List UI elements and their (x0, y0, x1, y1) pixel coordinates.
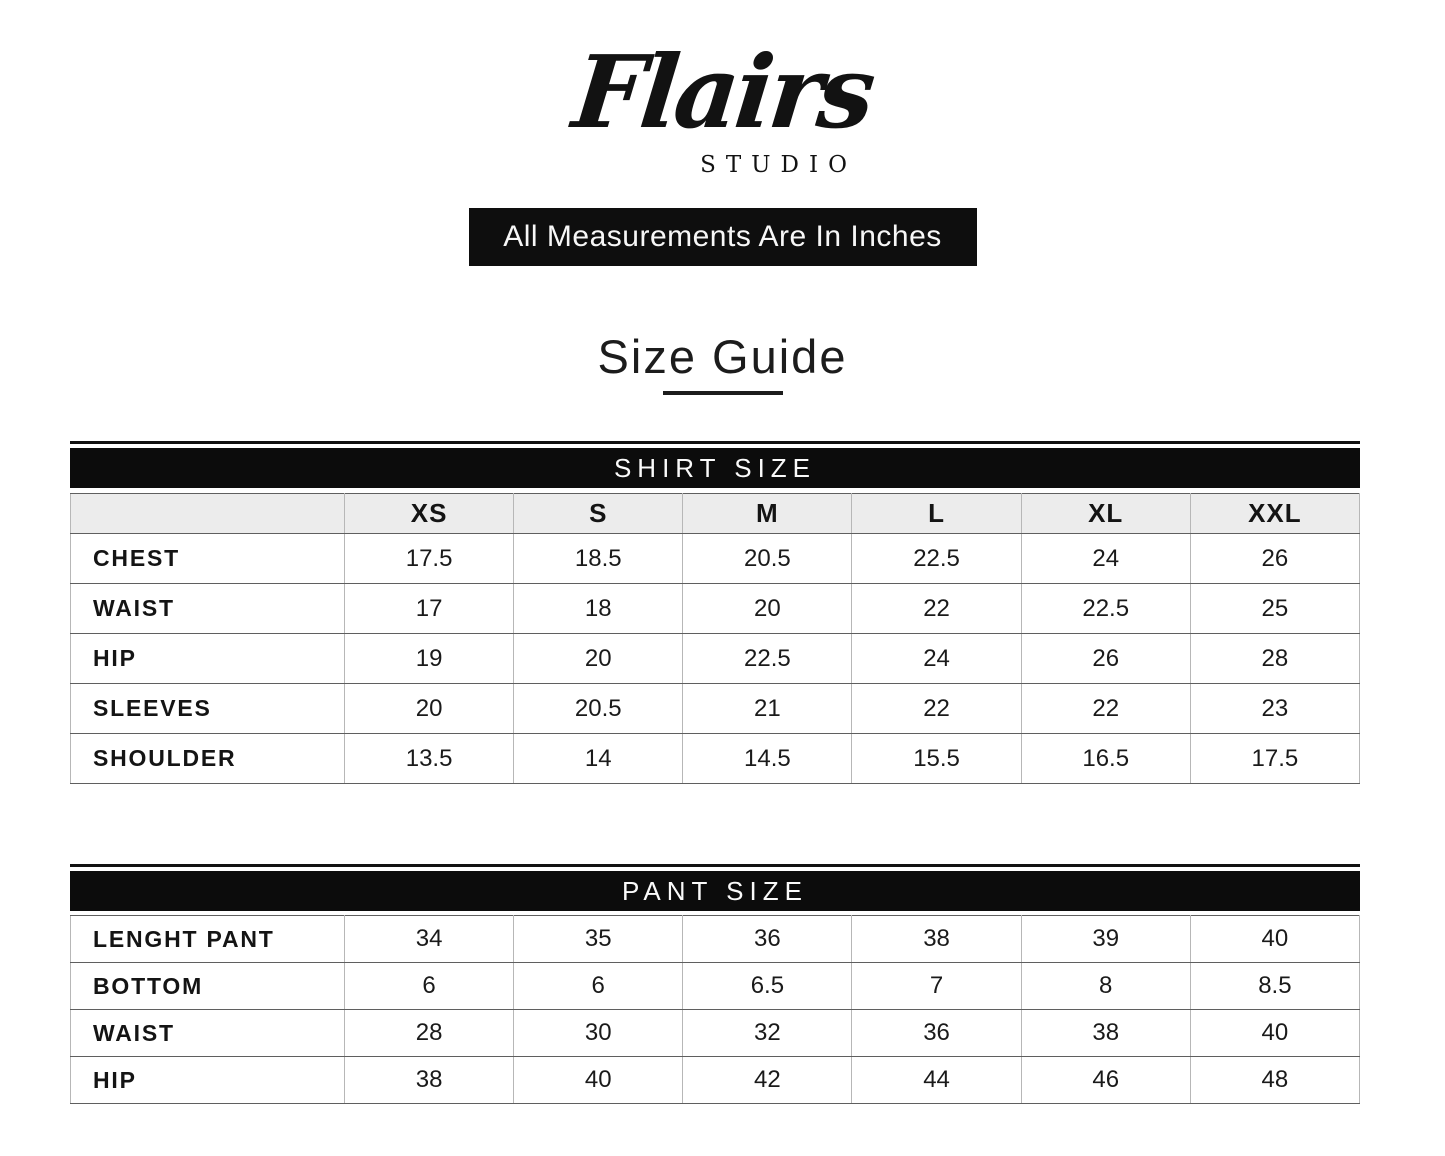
cell-value: 18.5 (513, 533, 684, 584)
cell-value: 40 (1189, 915, 1361, 963)
table-row: LENGHT PANT 34 35 36 38 39 40 (70, 915, 1361, 963)
cell-value: 40 (513, 1056, 684, 1104)
cell-value: 8.5 (1189, 962, 1361, 1010)
cell-value: 20 (513, 633, 684, 684)
row-label: WAIST (70, 583, 345, 634)
pant-size-table: LENGHT PANT 34 35 36 38 39 40 BOTTOM 6 6 6.5 7 8 8.5 W… (70, 915, 1361, 1104)
row-label: BOTTOM (70, 962, 345, 1010)
cell-value: 20 (343, 683, 515, 734)
cell-value: 35 (513, 915, 684, 963)
row-label: WAIST (70, 1009, 345, 1057)
cell-value: 38 (343, 1056, 515, 1104)
cell-value: 23 (1189, 683, 1361, 734)
cell-value: 32 (682, 1009, 853, 1057)
cell-value: 6 (343, 962, 515, 1010)
cell-value: 42 (682, 1056, 853, 1104)
brand-logo-subtitle: STUDIO (700, 152, 857, 178)
cell-value: 17.5 (1189, 733, 1361, 784)
cell-value: 20.5 (682, 533, 853, 584)
column-header: M (682, 493, 853, 534)
column-header: XS (343, 493, 515, 534)
table-row: CHEST 17.5 18.5 20.5 22.5 24 26 (70, 533, 1361, 584)
row-label: HIP (70, 1056, 345, 1104)
shirt-size-column-header-row: XS S M L XL XXL (70, 493, 1361, 534)
cell-value: 15.5 (851, 733, 1022, 784)
shirt-section-rule (70, 441, 1360, 444)
column-header: S (513, 493, 684, 534)
shirt-size-header-bar: SHIRT SIZE (70, 448, 1360, 488)
cell-value: 13.5 (343, 733, 515, 784)
brand-logo: Flairs STUDIO (0, 0, 1445, 182)
cell-value: 6 (513, 962, 684, 1010)
pant-size-section: PANT SIZE LENGHT PANT 34 35 36 38 39 40 BOTTOM 6… (70, 864, 1361, 1104)
cell-value: 14.5 (682, 733, 853, 784)
cell-value: 26 (1020, 633, 1191, 684)
shirt-size-table: XS S M L XL XXL CHEST 17.5 18.5 20.5 22.5 24 26 WAIS… (70, 493, 1361, 784)
corner-cell (70, 493, 345, 534)
cell-value: 20 (682, 583, 853, 634)
page-title-underline (662, 391, 783, 395)
cell-value: 26 (1189, 533, 1361, 584)
cell-value: 7 (851, 962, 1022, 1010)
pant-size-title: PANT SIZE (622, 875, 808, 906)
cell-value: 18 (513, 583, 684, 634)
cell-value: 38 (851, 915, 1022, 963)
page-title: Size Guide (597, 330, 848, 383)
cell-value: 28 (343, 1009, 515, 1057)
cell-value: 22.5 (1020, 583, 1191, 634)
cell-value: 44 (851, 1056, 1022, 1104)
table-row: SLEEVES 20 20.5 21 22 22 23 (70, 683, 1361, 734)
pant-section-rule (70, 864, 1360, 867)
cell-value: 17.5 (343, 533, 515, 584)
cell-value: 25 (1189, 583, 1361, 634)
column-header: XL (1020, 493, 1191, 534)
cell-value: 19 (343, 633, 515, 684)
brand-logo-script: Flairs (567, 33, 878, 151)
cell-value: 30 (513, 1009, 684, 1057)
cell-value: 46 (1020, 1056, 1191, 1104)
cell-value: 22 (851, 683, 1022, 734)
column-header: XXL (1189, 493, 1361, 534)
table-row: SHOULDER 13.5 14 14.5 15.5 16.5 17.5 (70, 733, 1361, 784)
table-row: HIP 38 40 42 44 46 48 (70, 1056, 1361, 1104)
cell-value: 22.5 (682, 633, 853, 684)
page-title-block: Size Guide (0, 330, 1445, 395)
column-header: L (851, 493, 1022, 534)
shirt-size-title: SHIRT SIZE (613, 452, 817, 483)
cell-value: 6.5 (682, 962, 853, 1010)
table-row: WAIST 17 18 20 22 22.5 25 (70, 583, 1361, 634)
cell-value: 48 (1189, 1056, 1361, 1104)
row-label: SLEEVES (70, 683, 345, 734)
cell-value: 21 (682, 683, 853, 734)
cell-value: 39 (1020, 915, 1191, 963)
cell-value: 24 (1020, 533, 1191, 584)
cell-value: 40 (1189, 1009, 1361, 1057)
cell-value: 22 (851, 583, 1022, 634)
cell-value: 17 (343, 583, 515, 634)
shirt-size-section: SHIRT SIZE XS S M L XL XXL CHEST 17.5 18.5 20.5 2… (70, 441, 1361, 784)
cell-value: 16.5 (1020, 733, 1191, 784)
measurements-banner: All Measurements Are In Inches (468, 208, 977, 266)
row-label: SHOULDER (70, 733, 345, 784)
cell-value: 36 (851, 1009, 1022, 1057)
cell-value: 28 (1189, 633, 1361, 684)
row-label: CHEST (70, 533, 345, 584)
table-row: HIP 19 20 22.5 24 26 28 (70, 633, 1361, 684)
cell-value: 8 (1020, 962, 1191, 1010)
cell-value: 24 (851, 633, 1022, 684)
cell-value: 38 (1020, 1009, 1191, 1057)
pant-size-header-bar: PANT SIZE (70, 871, 1360, 911)
row-label: HIP (70, 633, 345, 684)
cell-value: 36 (682, 915, 853, 963)
cell-value: 22.5 (851, 533, 1022, 584)
cell-value: 14 (513, 733, 684, 784)
table-row: WAIST 28 30 32 36 38 40 (70, 1009, 1361, 1057)
measurements-banner-text: All Measurements Are In Inches (503, 220, 942, 253)
cell-value: 20.5 (513, 683, 684, 734)
cell-value: 22 (1020, 683, 1191, 734)
table-row: BOTTOM 6 6 6.5 7 8 8.5 (70, 962, 1361, 1010)
row-label: LENGHT PANT (70, 915, 345, 963)
cell-value: 34 (343, 915, 515, 963)
